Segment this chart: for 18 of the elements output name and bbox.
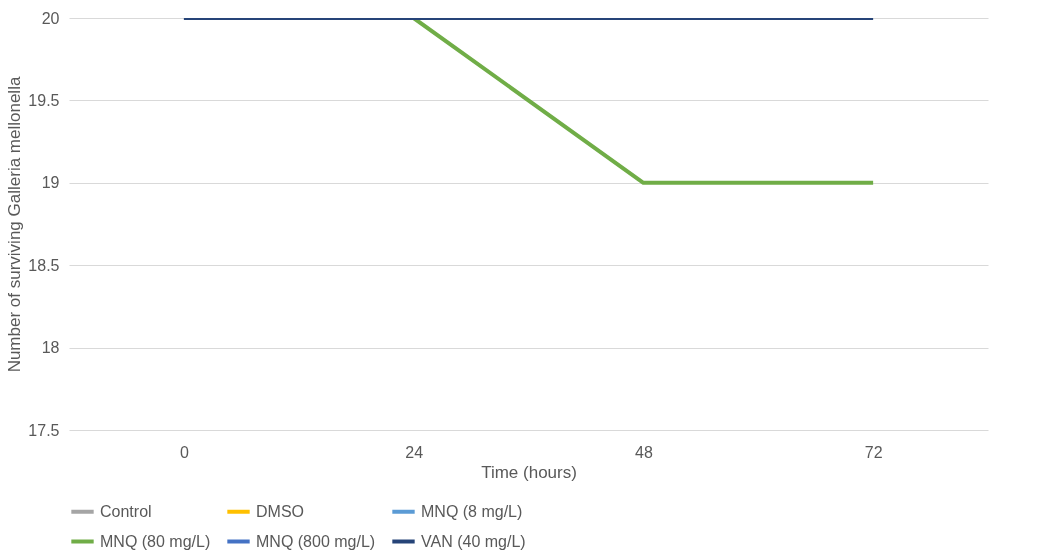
legend-label: MNQ (80 mg/L) <box>100 532 211 550</box>
x-tick-label: 48 <box>634 443 653 461</box>
y-axis-title: Number of surviving Galleria mellonella <box>5 76 25 373</box>
legend-label: MNQ (8 mg/L) <box>421 502 523 520</box>
legend-label: DMSO <box>256 502 304 520</box>
y-tick-label: 17.5 <box>28 421 60 439</box>
x-tick-label: 72 <box>864 443 883 461</box>
y-tick-label: 19.5 <box>28 91 60 109</box>
x-tick-label: 0 <box>179 443 189 461</box>
legend-label: VAN (40 mg/L) <box>421 532 526 550</box>
y-tick-label: 19 <box>41 174 60 192</box>
x-axis-title: Time (hours) <box>481 462 577 482</box>
legend-label: MNQ (800 mg/L) <box>256 532 376 550</box>
y-tick-label: 18 <box>41 339 60 357</box>
y-tick-label: 20 <box>41 9 60 27</box>
y-tick-label: 18.5 <box>28 256 60 274</box>
legend-label: Control <box>100 502 152 520</box>
x-tick-label: 24 <box>405 443 424 461</box>
